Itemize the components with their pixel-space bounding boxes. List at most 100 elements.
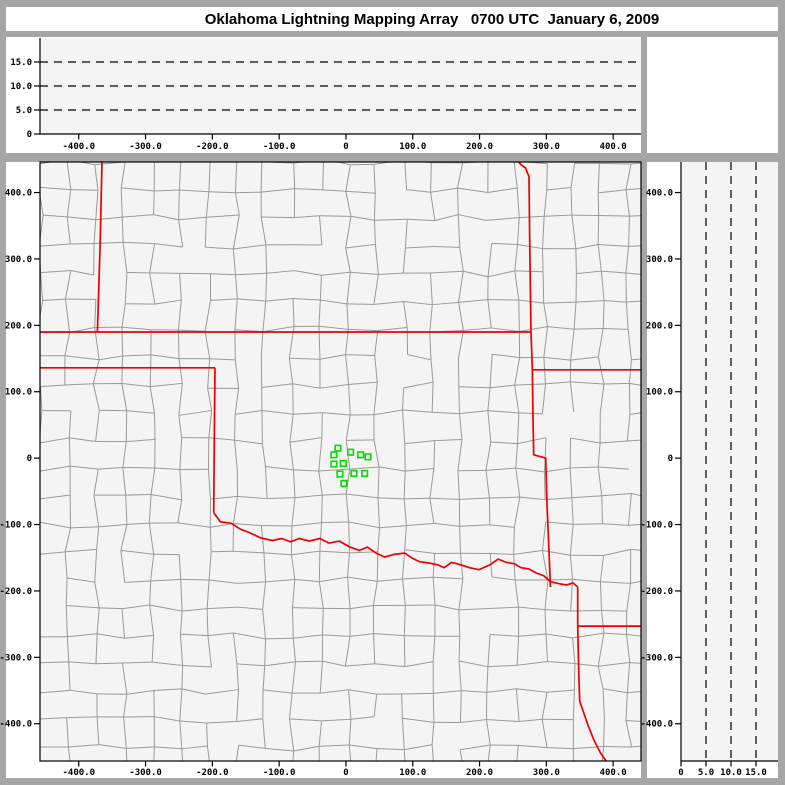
county-line [517, 412, 520, 444]
county-line [234, 192, 240, 216]
county-line [628, 359, 632, 384]
county-line [153, 688, 182, 691]
ns-tick-label: 100.0 [646, 388, 673, 398]
county-line [292, 383, 321, 389]
county-line [95, 633, 98, 664]
county-line [260, 216, 267, 245]
county-line [575, 243, 599, 250]
county-line [407, 354, 432, 361]
county-line [94, 549, 98, 583]
county-line [123, 694, 128, 718]
county-line [68, 661, 71, 691]
county-line [430, 359, 434, 383]
county-line [260, 162, 263, 193]
altitude-ew-panel: 0 5.0 10.0 15.0 -400.0 -300.0 -200.0 -100.0 0 100… [6, 37, 641, 153]
county-line [178, 358, 183, 384]
county-line [541, 692, 548, 720]
county-line [121, 326, 152, 331]
county-line [233, 244, 266, 250]
county-line [433, 690, 462, 694]
county-line [546, 163, 548, 191]
county-line [625, 692, 628, 721]
county-line [571, 497, 574, 525]
county-line [292, 383, 294, 415]
county-line [515, 777, 519, 785]
county-line [492, 353, 520, 359]
county-line [486, 688, 517, 693]
county-line [67, 216, 96, 221]
lma-station-marker [340, 479, 348, 487]
county-line [404, 635, 435, 637]
county-line [235, 410, 263, 415]
county-line [179, 189, 209, 193]
county-line [150, 354, 180, 360]
county-line [547, 747, 574, 750]
county-line [210, 523, 234, 528]
county-line [432, 577, 436, 605]
county-line [630, 580, 641, 584]
county-line [541, 383, 547, 414]
county-line [683, 778, 687, 785]
lma-station-marker [364, 453, 372, 461]
county-line [122, 441, 127, 468]
county-line [179, 688, 183, 721]
county-line [37, 499, 38, 522]
county-line [234, 778, 238, 785]
county-line [154, 716, 180, 722]
county-line [178, 383, 183, 416]
county-line [597, 244, 602, 272]
county-line [402, 410, 406, 444]
county-line [629, 412, 641, 415]
county-line [570, 356, 599, 361]
county-line [569, 467, 573, 498]
county-line [262, 718, 266, 749]
county-line [602, 688, 628, 694]
county-line [120, 524, 128, 551]
county-line [542, 550, 571, 556]
county-line [235, 191, 262, 194]
county-line [376, 748, 405, 751]
county-line [43, 214, 68, 218]
county-line [318, 720, 323, 747]
county-line [572, 779, 573, 785]
county-line [404, 744, 433, 751]
county-line [182, 608, 208, 612]
county-line [487, 410, 492, 443]
county-line [318, 551, 321, 582]
county-line [625, 272, 641, 275]
county-line [290, 554, 296, 580]
county-line [205, 191, 210, 218]
county-line [97, 633, 125, 639]
county-line [518, 606, 546, 611]
county-line [628, 523, 641, 526]
county-line [629, 382, 641, 386]
county-line [404, 162, 408, 190]
county-line [545, 521, 574, 525]
ew-tick-label: 0 [343, 768, 348, 778]
county-line [626, 634, 641, 637]
county-line [345, 469, 351, 495]
county-line [570, 437, 601, 444]
state-border-line [212, 367, 216, 513]
county-line [96, 526, 100, 550]
county-line [599, 162, 631, 165]
county-line [181, 748, 184, 761]
county-line [373, 633, 405, 637]
county-line [515, 688, 520, 722]
county-line [518, 744, 548, 749]
county-line [178, 554, 182, 580]
county-line [406, 189, 431, 193]
county-line [541, 719, 548, 748]
county-line [321, 495, 323, 523]
county-line [40, 162, 54, 165]
county-line [154, 299, 182, 305]
county-line [432, 693, 435, 723]
county-line [261, 383, 293, 388]
county-line [514, 270, 544, 273]
county-line [429, 468, 435, 499]
county-line [514, 270, 520, 301]
county-line [122, 466, 155, 469]
county-line [121, 303, 126, 328]
county-line [485, 441, 492, 471]
county-line [178, 189, 180, 220]
